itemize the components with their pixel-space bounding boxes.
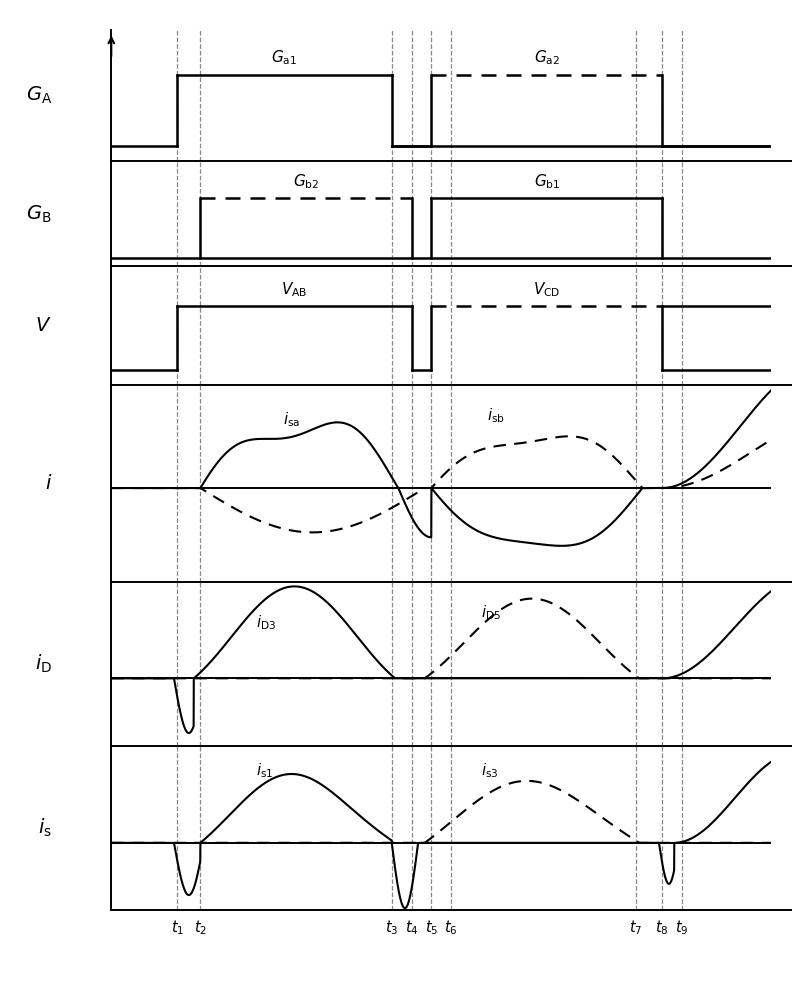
Text: $t_1$: $t_1$ (171, 918, 184, 937)
Text: $t_2$: $t_2$ (194, 918, 207, 937)
Text: $t_5$: $t_5$ (425, 918, 438, 937)
Text: $G_{\mathrm{b1}}$: $G_{\mathrm{b1}}$ (533, 173, 560, 191)
Text: $i_{\mathrm{D3}}$: $i_{\mathrm{D3}}$ (257, 614, 277, 632)
Text: $G_{\mathrm{b2}}$: $G_{\mathrm{b2}}$ (293, 173, 319, 191)
Text: $G_{\mathrm{A}}$: $G_{\mathrm{A}}$ (25, 85, 52, 106)
Text: $t_9$: $t_9$ (675, 918, 688, 937)
Text: $i_{\mathrm{sb}}$: $i_{\mathrm{sb}}$ (487, 406, 506, 425)
Text: $t_6$: $t_6$ (444, 918, 458, 937)
Text: $i_{\mathrm{D5}}$: $i_{\mathrm{D5}}$ (481, 604, 501, 622)
Text: $G_{\mathrm{a2}}$: $G_{\mathrm{a2}}$ (533, 49, 560, 67)
Text: $G_{\mathrm{B}}$: $G_{\mathrm{B}}$ (26, 203, 52, 225)
Text: $i_{\mathrm{s3}}$: $i_{\mathrm{s3}}$ (481, 761, 498, 780)
Text: $i_{\mathrm{sa}}$: $i_{\mathrm{sa}}$ (283, 410, 301, 429)
Text: $t_3$: $t_3$ (385, 918, 398, 937)
Text: $V$: $V$ (36, 316, 52, 335)
Text: $t_8$: $t_8$ (656, 918, 669, 937)
Text: $i_{\mathrm{s1}}$: $i_{\mathrm{s1}}$ (257, 761, 274, 780)
Text: $t_7$: $t_7$ (629, 918, 642, 937)
Text: $V_{\mathrm{CD}}$: $V_{\mathrm{CD}}$ (533, 280, 560, 299)
Text: $i_{\mathrm{D}}$: $i_{\mathrm{D}}$ (35, 653, 52, 675)
Text: $G_{\mathrm{a1}}$: $G_{\mathrm{a1}}$ (271, 49, 297, 67)
Text: $i$: $i$ (45, 474, 52, 493)
Text: $t_4$: $t_4$ (405, 918, 418, 937)
Text: $V_{\mathrm{AB}}$: $V_{\mathrm{AB}}$ (281, 280, 308, 299)
Text: $i_{\mathrm{s}}$: $i_{\mathrm{s}}$ (38, 817, 52, 839)
